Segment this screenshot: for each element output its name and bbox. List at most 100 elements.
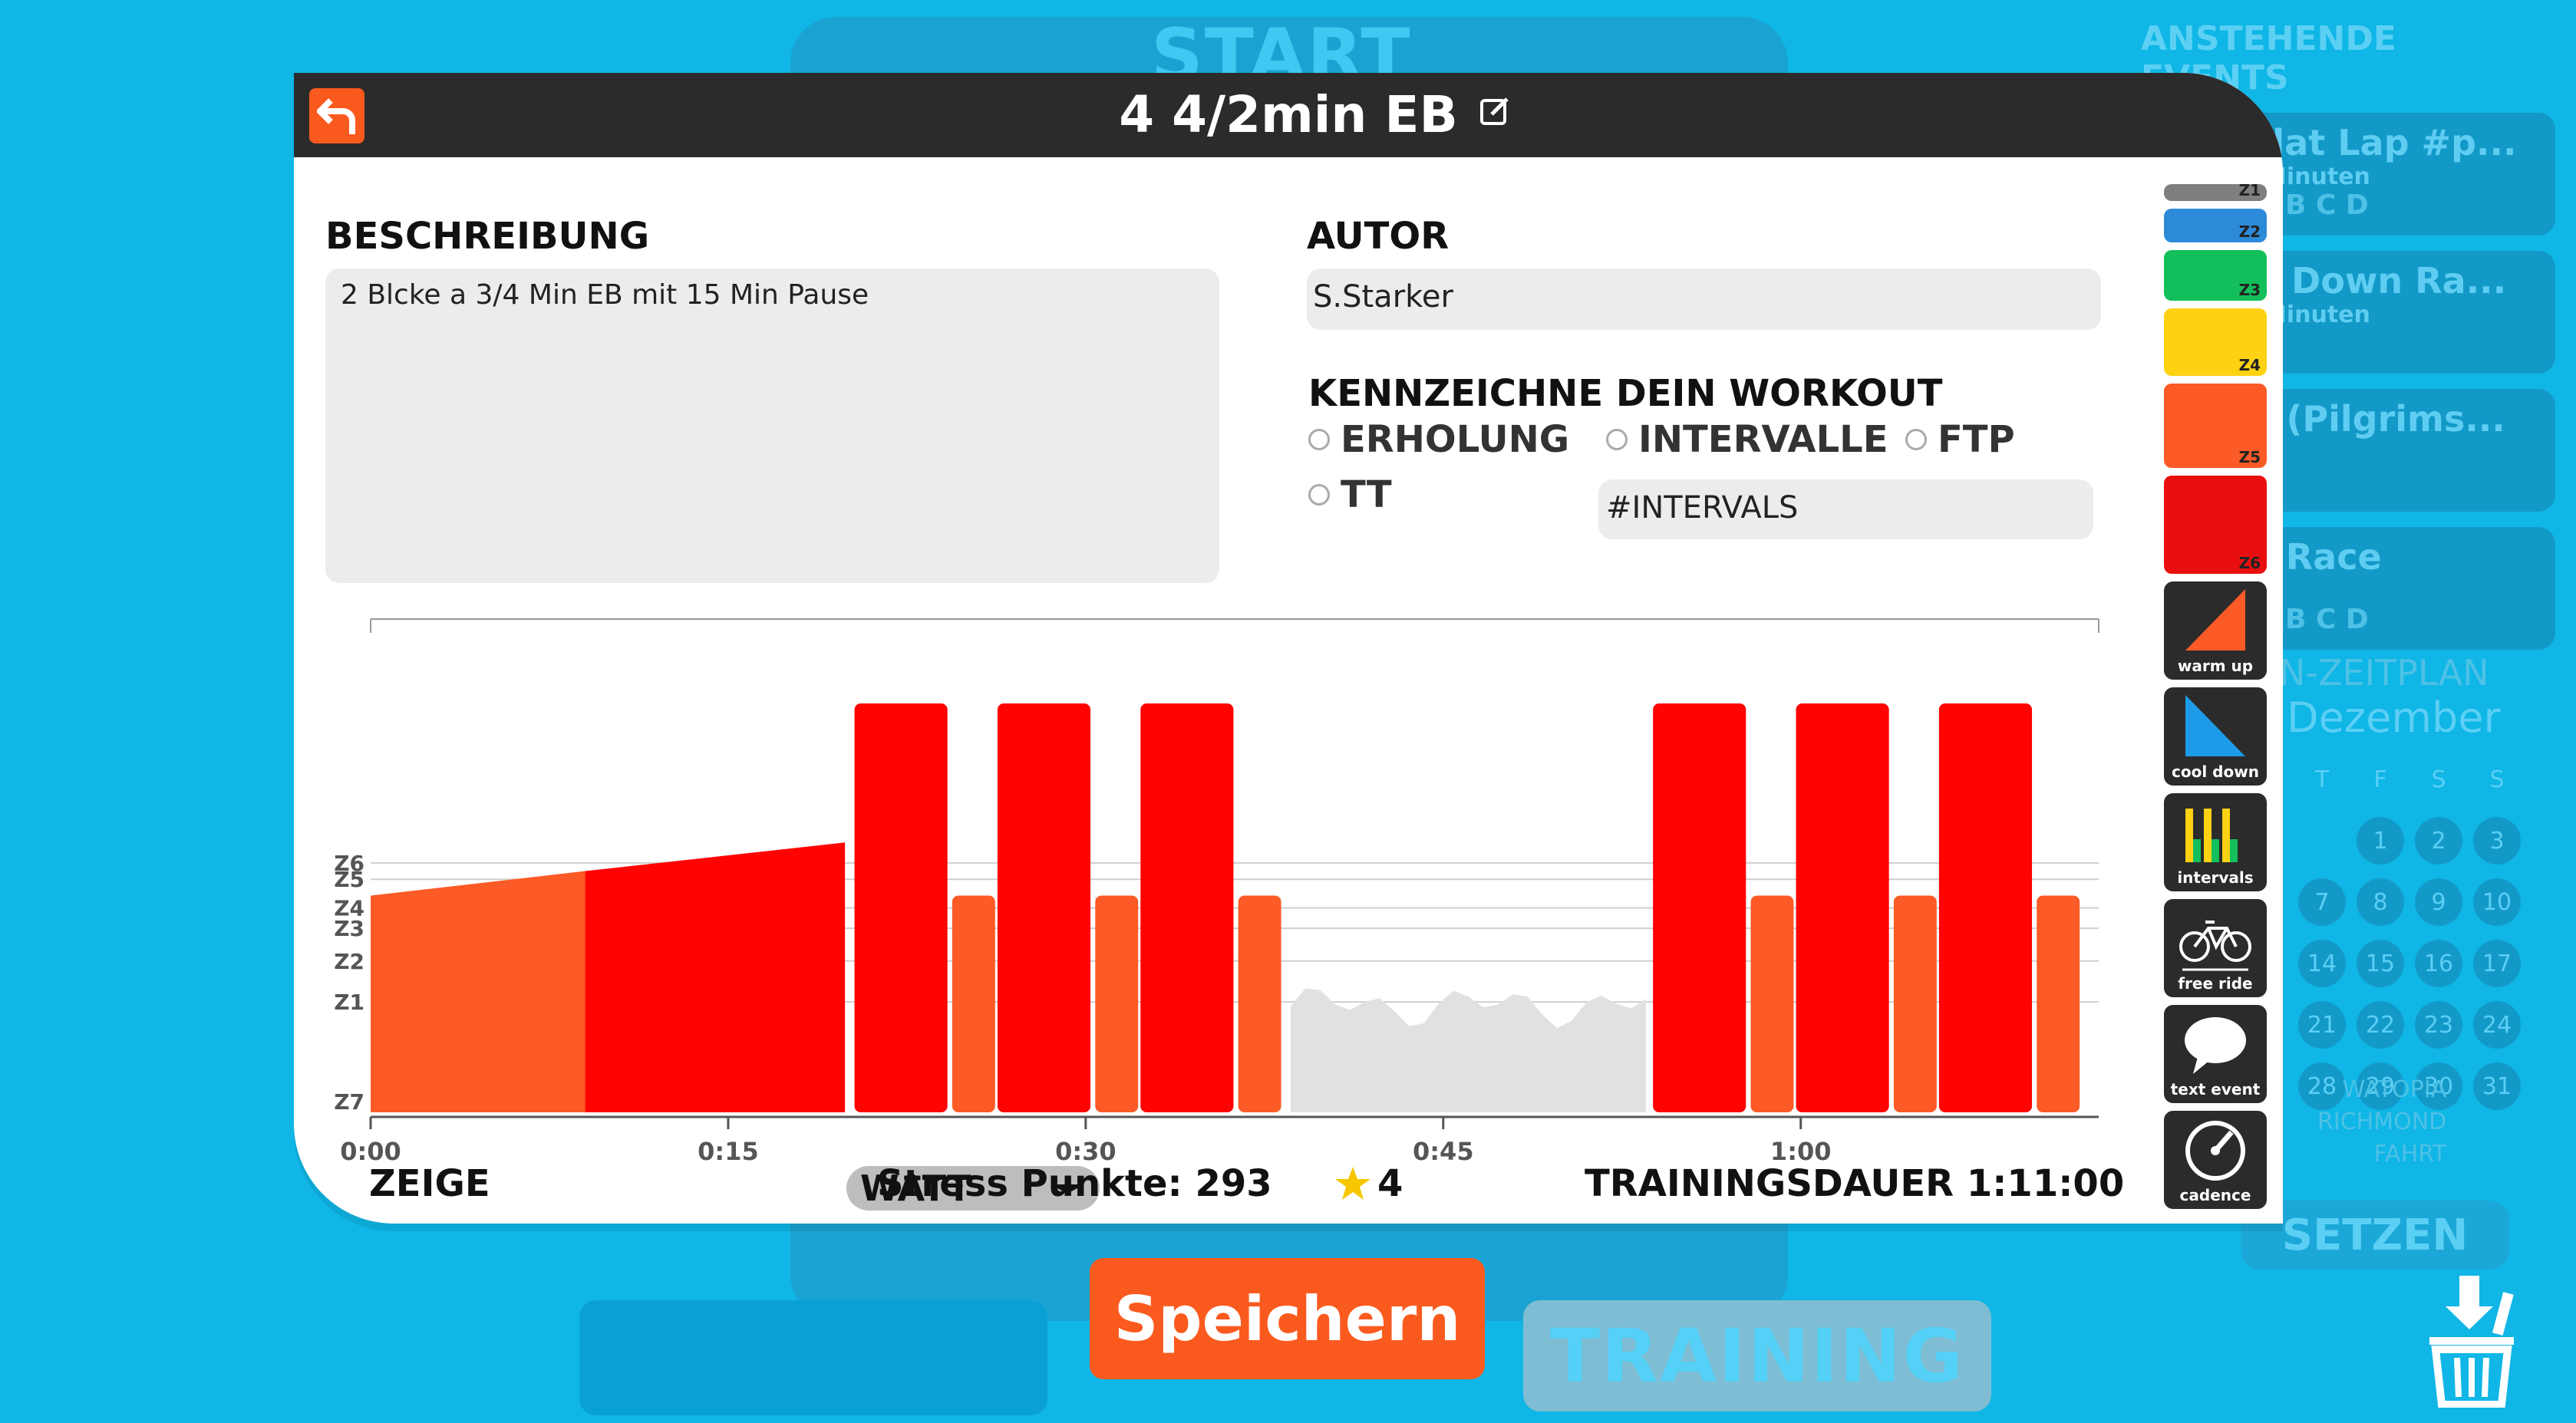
description-textarea[interactable]: 2 Blcke a 3/4 Min EB mit 15 Min Pause bbox=[325, 268, 1219, 583]
rating-value: 4 bbox=[1377, 1162, 1403, 1205]
calendar-day[interactable]: 30 bbox=[2415, 1062, 2462, 1110]
freeride-block bbox=[1290, 988, 1646, 1112]
calendar-day[interactable]: 7 bbox=[2298, 878, 2346, 926]
show-label: ZEIGE bbox=[369, 1162, 490, 1205]
tag-erholung[interactable]: ERHOLUNG bbox=[1308, 418, 1569, 461]
gauge-icon bbox=[2185, 1121, 2245, 1181]
zone-z5-block[interactable]: Z5 bbox=[2164, 384, 2267, 468]
calendar-day[interactable]: 3 bbox=[2473, 817, 2521, 865]
warmup-label: warm up bbox=[2177, 657, 2254, 675]
calendar-day[interactable]: 2 bbox=[2415, 817, 2462, 865]
weekday-label: F bbox=[2373, 766, 2387, 793]
modal-header: 4 4/2min EB bbox=[294, 73, 2283, 157]
warmup-tool[interactable]: warm up bbox=[2164, 581, 2267, 680]
hashtag-input[interactable]: #INTERVALS bbox=[1598, 479, 2093, 539]
calendar-week: 28 29 30 31 bbox=[2298, 1062, 2555, 1110]
intervals-tool[interactable]: intervals bbox=[2164, 793, 2267, 891]
intervals-label: intervals bbox=[2177, 868, 2254, 887]
training-button[interactable]: TRAINING bbox=[1523, 1300, 1991, 1411]
zone-axis-label: Z4 bbox=[334, 896, 364, 921]
calendar-day[interactable]: 29 bbox=[2357, 1062, 2404, 1110]
world-item[interactable]: WATOPIA bbox=[2342, 1076, 2447, 1103]
tag-tt[interactable]: TT bbox=[1308, 473, 1392, 516]
text-event-label: text event bbox=[2170, 1080, 2261, 1099]
calendar-day[interactable] bbox=[2298, 817, 2346, 865]
calendar-day[interactable]: 10 bbox=[2473, 878, 2521, 926]
world-item[interactable]: RICHMOND bbox=[2317, 1108, 2447, 1135]
interval-off-block bbox=[2037, 895, 2080, 1112]
zone-z2-block[interactable]: Z2 bbox=[2164, 209, 2267, 242]
interval-on-block bbox=[1653, 703, 1746, 1112]
tag-label: KENNZEICHNE DEIN WORKOUT bbox=[1308, 372, 1943, 415]
calendar-week: 7 8 9 10 bbox=[2298, 878, 2555, 926]
set-button[interactable]: SETZEN bbox=[2241, 1201, 2509, 1270]
zone-label: Z6 bbox=[2238, 554, 2261, 572]
freeride-tool[interactable]: free ride bbox=[2164, 899, 2267, 997]
edit-icon[interactable] bbox=[1479, 94, 1512, 127]
tag-ftp[interactable]: FTP bbox=[1905, 418, 2015, 461]
interval-on-block bbox=[1938, 703, 2033, 1112]
star-icon bbox=[1335, 1167, 1370, 1200]
save-button[interactable]: Speichern bbox=[1090, 1258, 1485, 1379]
world-item[interactable]: FAHRT bbox=[2373, 1141, 2447, 1168]
zone-axis-label: Z7 bbox=[334, 1089, 364, 1115]
interval-on-block bbox=[1140, 703, 1234, 1112]
author-label: AUTOR bbox=[1307, 215, 1450, 258]
calendar-day[interactable]: 15 bbox=[2357, 940, 2404, 987]
text-event-tool[interactable]: text event bbox=[2164, 1005, 2267, 1103]
author-field[interactable]: S.Starker bbox=[1307, 268, 2101, 330]
zone-z3-block[interactable]: Z3 bbox=[2164, 250, 2267, 301]
speech-bubble-icon bbox=[2185, 1017, 2246, 1074]
interval-on-block bbox=[854, 703, 948, 1112]
calendar-day[interactable]: 17 bbox=[2473, 940, 2521, 987]
cooldown-label: cool down bbox=[2172, 763, 2259, 781]
calendar-day[interactable]: 8 bbox=[2357, 878, 2404, 926]
interval-off-block bbox=[1893, 895, 1937, 1112]
tag-intervalle[interactable]: INTERVALLE bbox=[1606, 418, 1888, 461]
cooldown-tool[interactable]: cool down bbox=[2164, 687, 2267, 786]
cooldown-icon bbox=[2185, 695, 2245, 756]
interval-off-block bbox=[1750, 895, 1794, 1112]
calendar-day[interactable]: 22 bbox=[2357, 1001, 2404, 1049]
cadence-tool[interactable]: cadence bbox=[2164, 1111, 2267, 1209]
block-palette: Z1 Z2 Z3 Z4 Z5 Z6 warm up cool down inte… bbox=[2164, 181, 2267, 1217]
calendar-weekdays: T F S S bbox=[2298, 756, 2555, 803]
calendar-week: 14 15 16 17 bbox=[2298, 940, 2555, 987]
weekday-label: T bbox=[2314, 766, 2330, 793]
x-tick-label: 1:00 bbox=[1770, 1137, 1832, 1162]
unit-dropdown-value: WATT bbox=[860, 1168, 971, 1209]
calendar-day[interactable]: 24 bbox=[2473, 1001, 2521, 1049]
zone-z1-block[interactable]: Z1 bbox=[2164, 181, 2267, 201]
cadence-label: cadence bbox=[2179, 1186, 2251, 1204]
zone-axis-label: Z1 bbox=[334, 990, 364, 1015]
trash-icon[interactable] bbox=[2417, 1270, 2532, 1408]
unit-dropdown[interactable]: WATT bbox=[846, 1166, 1100, 1211]
zone-z6-block[interactable]: Z6 bbox=[2164, 476, 2267, 574]
interval-off-block bbox=[1095, 895, 1139, 1112]
calendar-day[interactable]: 9 bbox=[2415, 878, 2462, 926]
calendar-day[interactable]: 1 bbox=[2357, 817, 2404, 865]
back-button[interactable] bbox=[309, 88, 364, 143]
zone-label: Z2 bbox=[2238, 222, 2261, 241]
event-title: Flat Lap #p... bbox=[2248, 122, 2517, 163]
x-tick-label: 0:45 bbox=[1413, 1137, 1474, 1162]
zone-axis-label: Z3 bbox=[334, 916, 364, 941]
event-title: & Down Ra... bbox=[2248, 260, 2507, 301]
calendar-day[interactable]: 31 bbox=[2473, 1062, 2521, 1110]
calendar-day[interactable]: 23 bbox=[2415, 1001, 2462, 1049]
zone-axis-label: Z2 bbox=[334, 949, 364, 974]
calendar-day[interactable]: 21 bbox=[2298, 1001, 2346, 1049]
radio-dot bbox=[1905, 429, 1927, 450]
calendar: N-ZEITPLAN Dezember T F S S 1 2 3 7 8 9 … bbox=[2126, 652, 2555, 1110]
zone-z4-block[interactable]: Z4 bbox=[2164, 308, 2267, 376]
warmup-block bbox=[371, 871, 585, 1112]
calendar-day[interactable]: 16 bbox=[2415, 940, 2462, 987]
calendar-week: 21 22 23 24 bbox=[2298, 1001, 2555, 1049]
interval-on-block bbox=[1796, 703, 1889, 1112]
bottom-left-button[interactable] bbox=[579, 1300, 1047, 1415]
warmup-icon bbox=[2185, 589, 2245, 651]
chevron-down-icon bbox=[1051, 1184, 1084, 1194]
calendar-day[interactable]: 28 bbox=[2298, 1062, 2346, 1110]
calendar-day[interactable]: 14 bbox=[2298, 940, 2346, 987]
